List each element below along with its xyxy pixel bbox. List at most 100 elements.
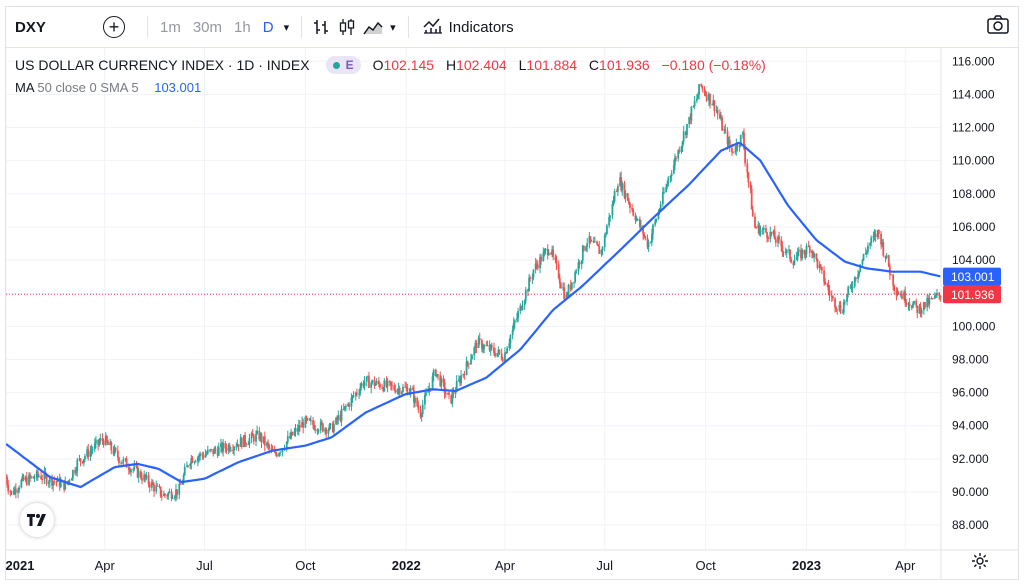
candle-body [137,471,140,478]
toolbar-divider [301,16,303,38]
candle-body [666,183,669,187]
candle-body [423,395,426,405]
candle-body [819,264,822,268]
candle-body [274,452,277,455]
candle-body [928,298,931,305]
candle-style-icon[interactable] [334,14,360,40]
tradingview-logo[interactable] [20,503,54,537]
candle-body [118,457,120,464]
candle-body [406,387,409,395]
candle-body [569,284,572,290]
candle-body [624,193,627,198]
indicators-icon [423,16,443,38]
candle-body [516,318,518,321]
candle-body [388,380,391,383]
indicators-button[interactable]: Indicators [415,16,522,38]
candle-body [505,352,507,354]
candle-body [452,392,455,394]
candle-body [613,191,616,202]
candle-body [447,392,449,395]
candle-body [751,209,754,217]
exchange-badge[interactable]: E [325,56,361,74]
candle-body [262,436,265,443]
price-chart[interactable]: 88.000 90.000 92.000 94.000 96.000 98.000 100.… [6,48,1018,580]
candle-body [93,443,96,450]
candle-body [394,389,397,393]
candle-body [400,391,403,395]
symbol-search[interactable]: DXY [15,18,46,36]
candle-body [570,282,573,290]
candle-body [187,465,189,467]
candle-body [28,474,30,485]
candle-body [427,391,430,393]
candle-body [81,461,84,463]
candle-body [575,271,578,273]
timeframe-1h[interactable]: 1h [234,18,251,36]
candle-body [736,143,739,147]
candle-body [411,388,414,391]
area-style-icon[interactable] [360,14,386,40]
candle-body [317,430,320,432]
candle-body [335,417,337,424]
candle-body [869,242,872,246]
candle-body [473,347,476,356]
candle-body [908,303,911,307]
timeframe-d[interactable]: D [262,18,274,36]
candle-body [325,428,328,434]
candle-body [143,474,146,481]
candle-body [827,284,830,291]
candle-body [37,476,40,478]
candle-body [360,383,363,388]
add-symbol-button[interactable]: + [103,16,125,38]
candle-body [191,458,194,463]
candle-body [175,489,177,497]
candle-body [640,225,642,227]
candle-body [861,260,864,265]
candle-body [347,403,350,407]
candle-body [190,458,193,465]
candle-body [204,454,207,458]
candle-body [834,298,836,308]
candle-body [147,475,150,484]
candle-body [84,456,86,460]
chevron-down-icon[interactable]: ▾ [390,21,396,34]
candle-body [455,380,458,392]
y-tick-label: 108.000 [952,187,996,201]
candle-body [813,253,816,258]
candle-body [448,392,450,395]
ma-legend[interactable]: MA 50 close 0 SMA 5 103.001 [15,80,201,95]
chevron-down-icon[interactable]: ▾ [283,21,290,34]
candle-body [534,263,537,270]
time-axis: 2021 Apr Jul Oct 2022 Apr Jul Oct 2023 Apr [6,558,916,573]
candle-body [156,485,159,487]
last-price-label: 101.936 [951,288,995,302]
candle-body [535,263,538,265]
y-tick-label: 96.000 [952,386,989,400]
candle-body [820,267,823,271]
camera-icon[interactable] [986,14,1010,39]
candle-body [521,305,524,310]
candle-body [778,236,780,240]
candle-body [713,100,716,111]
candle-body [13,488,16,495]
candle-body [703,88,706,94]
candle-body [304,417,307,428]
candle-body [615,191,618,193]
candle-body [781,246,784,252]
candle-body [110,441,113,451]
candle-body [512,322,515,331]
bar-style-icon[interactable] [308,14,334,40]
candle-body [220,443,222,448]
candle-body [643,234,646,237]
y-tick-label: 92.000 [952,452,989,466]
candle-body [481,340,483,350]
gear-icon[interactable] [971,552,989,575]
candle-body [583,245,585,251]
candle-body [496,353,499,357]
timeframe-30m[interactable]: 30m [192,18,223,36]
timeframe-1m[interactable]: 1m [160,18,181,36]
candle-body [289,436,291,439]
candle-body [275,454,278,457]
candle-body [47,482,50,484]
candle-body [554,256,557,260]
